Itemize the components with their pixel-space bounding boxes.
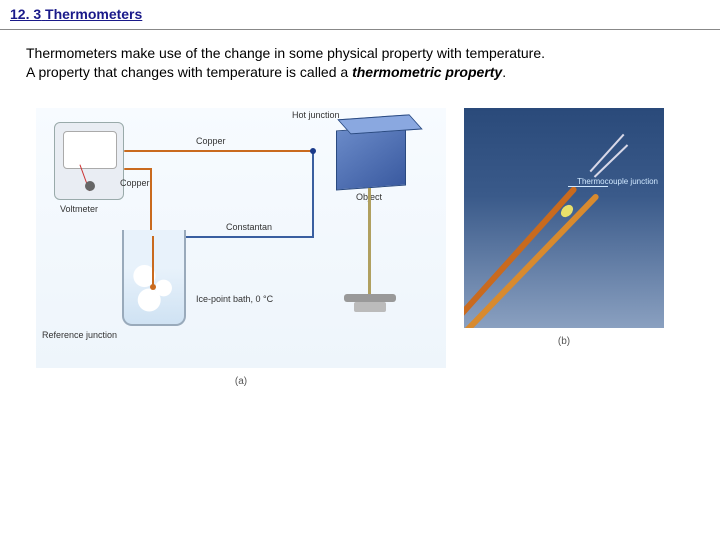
wire-copper-side-v — [150, 168, 152, 236]
object-cube — [336, 125, 406, 190]
reference-junction-wire — [152, 236, 154, 286]
stand-base — [344, 294, 396, 302]
section-name: Thermometers — [45, 6, 142, 22]
label-copper-top: Copper — [196, 136, 226, 146]
body-paragraph: Thermometers make use of the change in s… — [0, 30, 720, 82]
caption-a: (a) — [36, 376, 446, 387]
label-constantan: Constantan — [226, 222, 272, 232]
figure-a: Voltmeter Copper Copper Constantan Hot j… — [36, 108, 446, 368]
section-header: 12. 3 Thermometers — [0, 0, 720, 27]
label-hot-junction: Hot junction — [292, 110, 340, 120]
section-number: 12. 3 — [10, 6, 41, 22]
label-reference-junction: Reference junction — [42, 330, 117, 340]
label-ice-bath: Ice-point bath, 0 °C — [196, 294, 273, 304]
thermocouple-wire-inner — [464, 185, 578, 328]
hot-junction-dot — [310, 148, 316, 154]
figure-row: Voltmeter Copper Copper Constantan Hot j… — [0, 82, 720, 387]
paragraph-line2: A property that changes with temperature… — [26, 63, 700, 82]
stand-rod — [368, 188, 371, 298]
reference-junction-dot — [150, 284, 156, 290]
figure-a-wrapper: Voltmeter Copper Copper Constantan Hot j… — [36, 108, 446, 387]
stand-base-foot — [354, 302, 386, 312]
wire-copper-side-h — [124, 168, 152, 170]
wire-copper-top — [124, 150, 312, 152]
label-copper-side: Copper — [120, 178, 150, 188]
caption-b: (b) — [464, 336, 664, 347]
voltmeter-knob — [85, 181, 95, 191]
voltmeter-dial — [63, 131, 117, 169]
voltmeter — [54, 122, 124, 200]
wire-constantan-h — [174, 236, 312, 238]
paragraph-line1: Thermometers make use of the change in s… — [26, 44, 700, 63]
thermocouple-wire-outer — [464, 193, 600, 328]
section-title: 12. 3 Thermometers — [10, 6, 142, 22]
figure-b-wrapper: Thermocouple junction (b) — [464, 108, 664, 347]
label-thermocouple-junction: Thermocouple junction — [577, 178, 658, 187]
figure-b: Thermocouple junction — [464, 108, 664, 328]
wire-constantan-v — [312, 150, 314, 238]
term-thermometric-property: thermometric property — [352, 64, 502, 80]
label-voltmeter: Voltmeter — [60, 204, 98, 214]
